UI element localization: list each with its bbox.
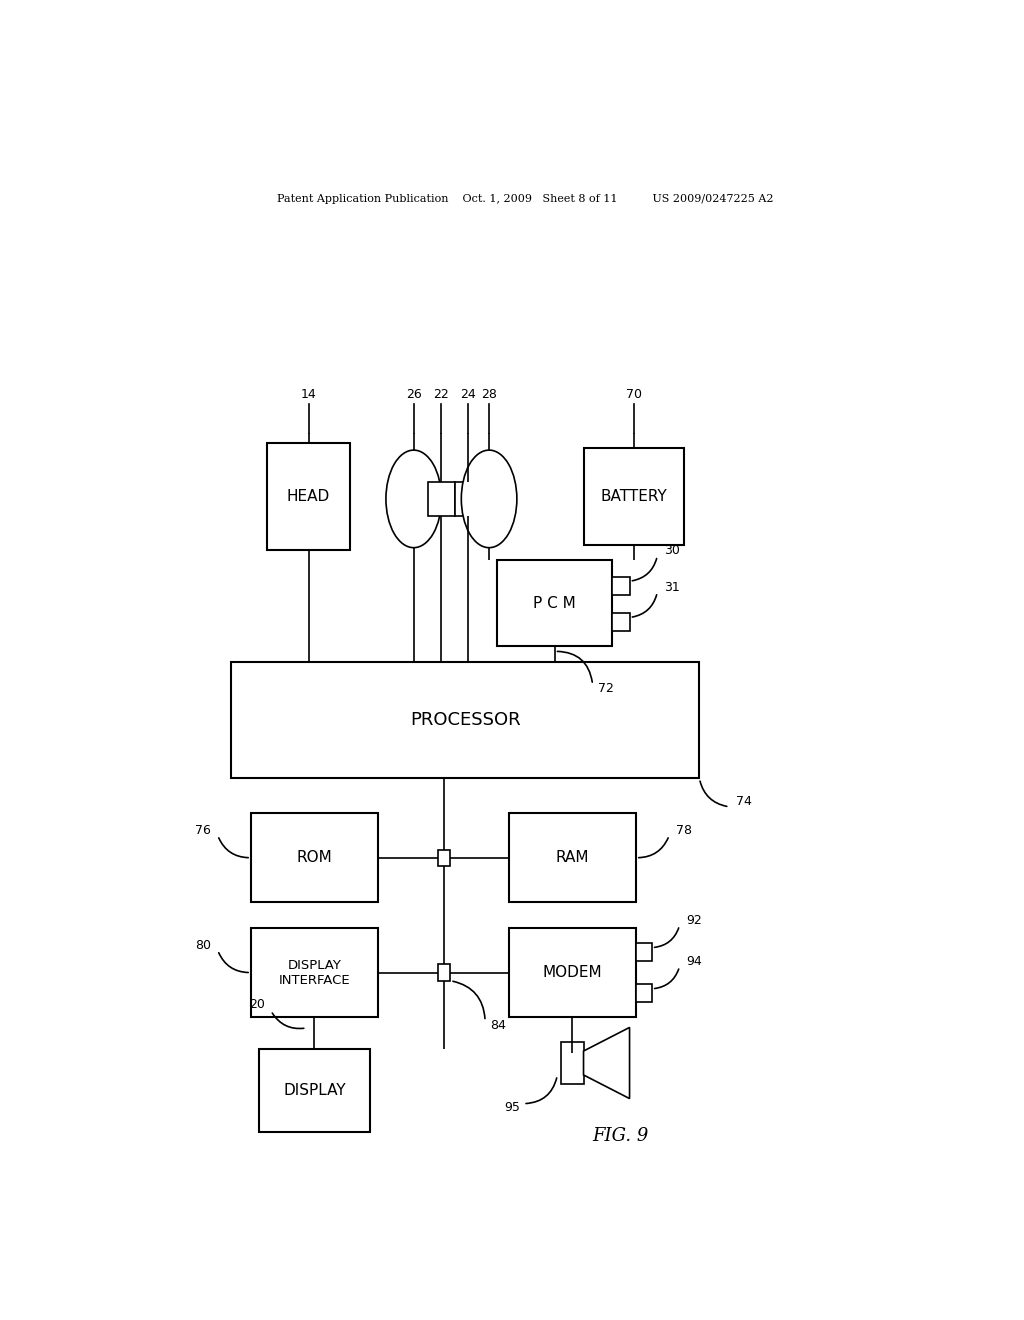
Bar: [509, 928, 636, 1018]
Bar: [636, 985, 652, 1002]
Text: HEAD: HEAD: [287, 488, 330, 504]
Text: 94: 94: [686, 954, 701, 968]
Bar: [612, 612, 630, 631]
Bar: [259, 1049, 370, 1133]
Bar: [437, 965, 451, 981]
Bar: [636, 944, 652, 961]
Text: 26: 26: [406, 388, 422, 401]
Text: 24: 24: [460, 388, 475, 401]
Text: RAM: RAM: [556, 850, 589, 865]
Text: 95: 95: [504, 1101, 520, 1114]
Bar: [561, 1041, 584, 1084]
Bar: [251, 928, 378, 1018]
Text: DISPLAY
INTERFACE: DISPLAY INTERFACE: [279, 958, 350, 986]
Bar: [497, 560, 612, 647]
Text: 92: 92: [686, 913, 701, 927]
Polygon shape: [584, 1027, 630, 1098]
Bar: [585, 447, 684, 545]
Text: 14: 14: [301, 388, 316, 401]
Bar: [612, 577, 630, 595]
Text: 22: 22: [433, 388, 450, 401]
Bar: [251, 813, 378, 903]
Ellipse shape: [386, 450, 441, 548]
Text: 72: 72: [598, 682, 614, 696]
Text: DISPLAY: DISPLAY: [284, 1082, 346, 1098]
Text: 84: 84: [489, 1019, 506, 1032]
Text: 20: 20: [250, 998, 265, 1011]
Text: 78: 78: [676, 824, 691, 837]
Text: 70: 70: [626, 388, 642, 401]
Bar: [455, 482, 480, 516]
Text: ROM: ROM: [297, 850, 333, 865]
Text: P C M: P C M: [534, 595, 575, 611]
Text: MODEM: MODEM: [543, 965, 602, 979]
Text: 74: 74: [736, 795, 752, 808]
Text: PROCESSOR: PROCESSOR: [410, 711, 520, 729]
Bar: [428, 482, 455, 516]
Text: Patent Application Publication    Oct. 1, 2009   Sheet 8 of 11          US 2009/: Patent Application Publication Oct. 1, 2…: [276, 194, 773, 205]
Bar: [267, 444, 350, 549]
Text: 30: 30: [664, 544, 680, 557]
Text: 76: 76: [196, 824, 211, 837]
Text: BATTERY: BATTERY: [600, 488, 668, 504]
Text: 28: 28: [481, 388, 497, 401]
Bar: [509, 813, 636, 903]
Bar: [437, 850, 451, 866]
Text: 31: 31: [664, 581, 680, 594]
Text: FIG. 9: FIG. 9: [592, 1127, 648, 1146]
Ellipse shape: [461, 450, 517, 548]
Bar: [231, 661, 699, 779]
Text: 80: 80: [196, 939, 211, 952]
